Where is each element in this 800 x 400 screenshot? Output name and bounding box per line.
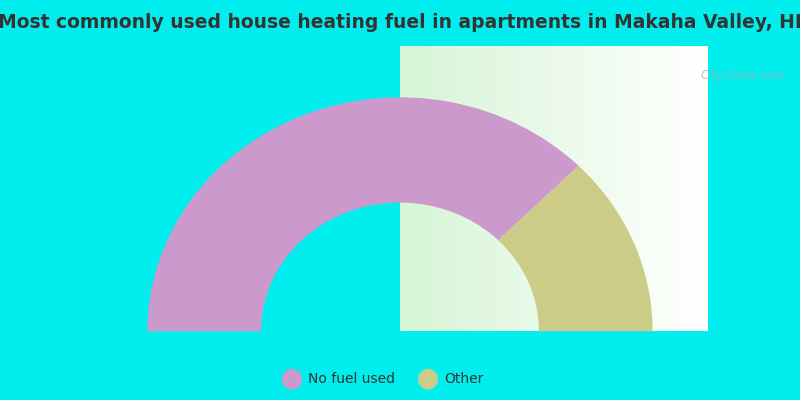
Text: No fuel used: No fuel used	[308, 372, 395, 386]
Text: Other: Other	[444, 372, 483, 386]
Wedge shape	[147, 97, 578, 331]
Ellipse shape	[282, 369, 302, 390]
Ellipse shape	[418, 369, 438, 390]
Text: Most commonly used house heating fuel in apartments in Makaha Valley, HI: Most commonly used house heating fuel in…	[0, 14, 800, 32]
Text: City-Data.com: City-Data.com	[701, 69, 785, 82]
Wedge shape	[498, 166, 653, 331]
